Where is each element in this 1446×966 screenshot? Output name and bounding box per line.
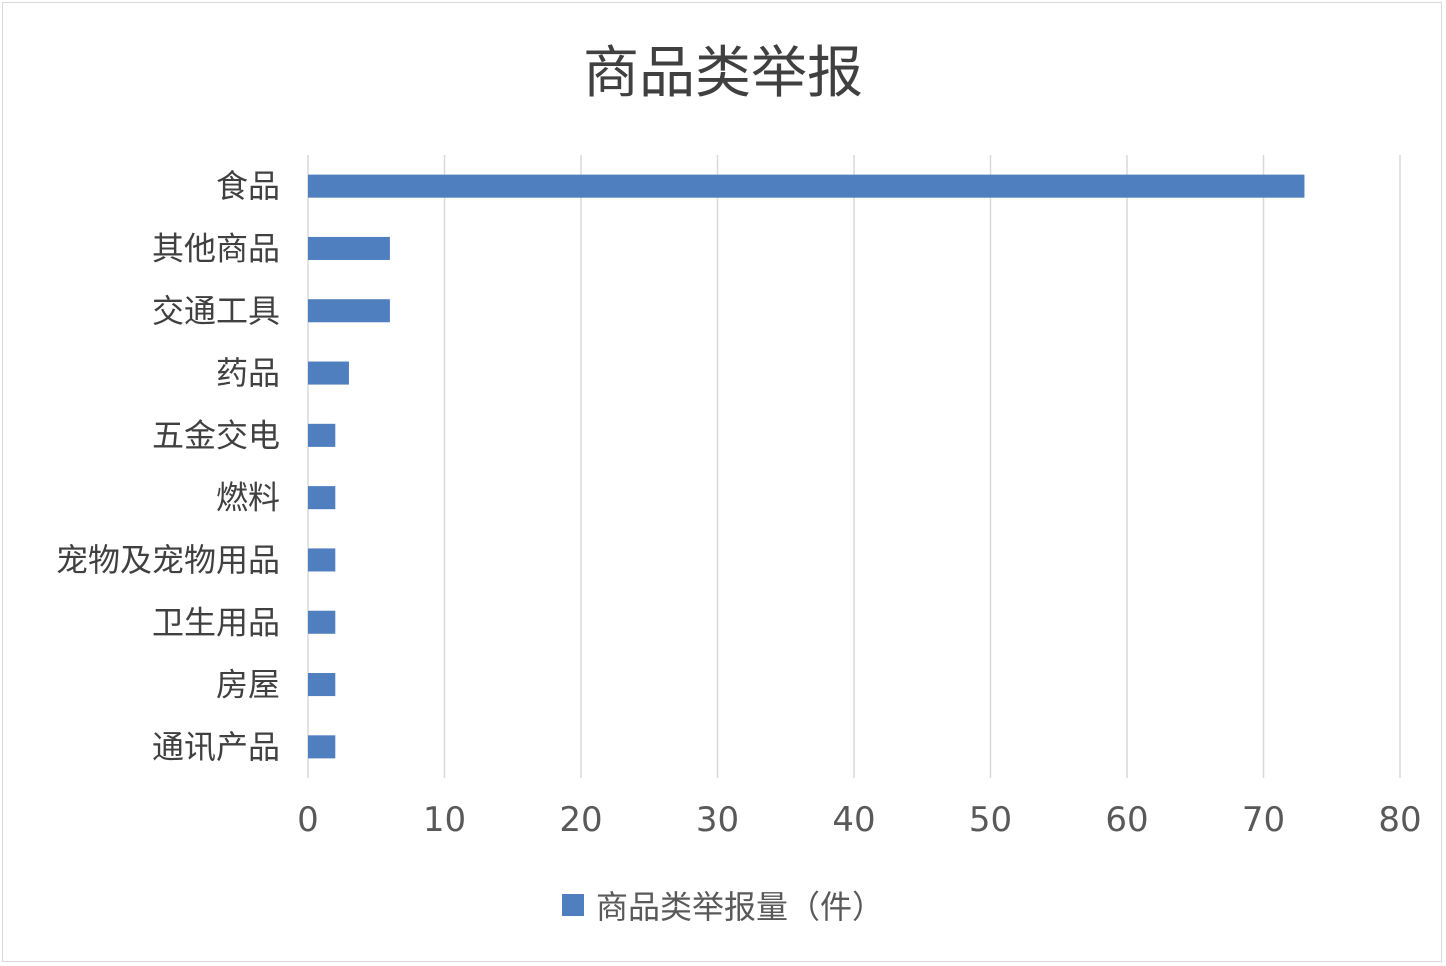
category-label: 交通工具 [152,292,280,330]
category-label: 卫生用品 [152,603,280,641]
bar [308,423,336,447]
x-tick-label: 0 [297,800,319,840]
gridlines [307,155,1401,778]
bar [308,610,336,634]
bar [308,548,336,572]
category-label: 房屋 [216,666,280,704]
bar [308,236,390,260]
x-tick-label: 30 [696,800,739,840]
category-label: 燃料 [216,479,280,517]
category-label: 五金交电 [152,416,280,454]
bar [308,486,336,510]
x-tick-label: 20 [559,800,602,840]
category-label: 宠物及宠物用品 [56,541,280,579]
chart-title: 商品类举报 [583,41,863,106]
x-tick-labels: 0 10 20 30 40 50 60 70 80 [297,800,1421,840]
bars [308,174,1305,759]
x-tick-label: 40 [832,800,875,840]
legend-label: 商品类举报量（件） [595,888,884,926]
legend-swatch [561,894,584,916]
bar [308,299,390,323]
x-tick-label: 50 [969,800,1012,840]
bar [308,361,349,385]
x-tick-label: 60 [1105,800,1148,840]
category-label: 食品 [216,167,280,205]
category-label: 其他商品 [152,229,280,267]
category-label: 药品 [216,354,280,392]
legend: 商品类举报量（件） [0,882,1446,928]
x-tick-label: 80 [1378,800,1421,840]
bar [308,673,336,697]
category-label: 通讯产品 [152,728,280,766]
bar [308,735,336,759]
x-tick-label: 10 [423,800,466,840]
bar [308,174,1305,198]
x-tick-label: 70 [1242,800,1285,840]
